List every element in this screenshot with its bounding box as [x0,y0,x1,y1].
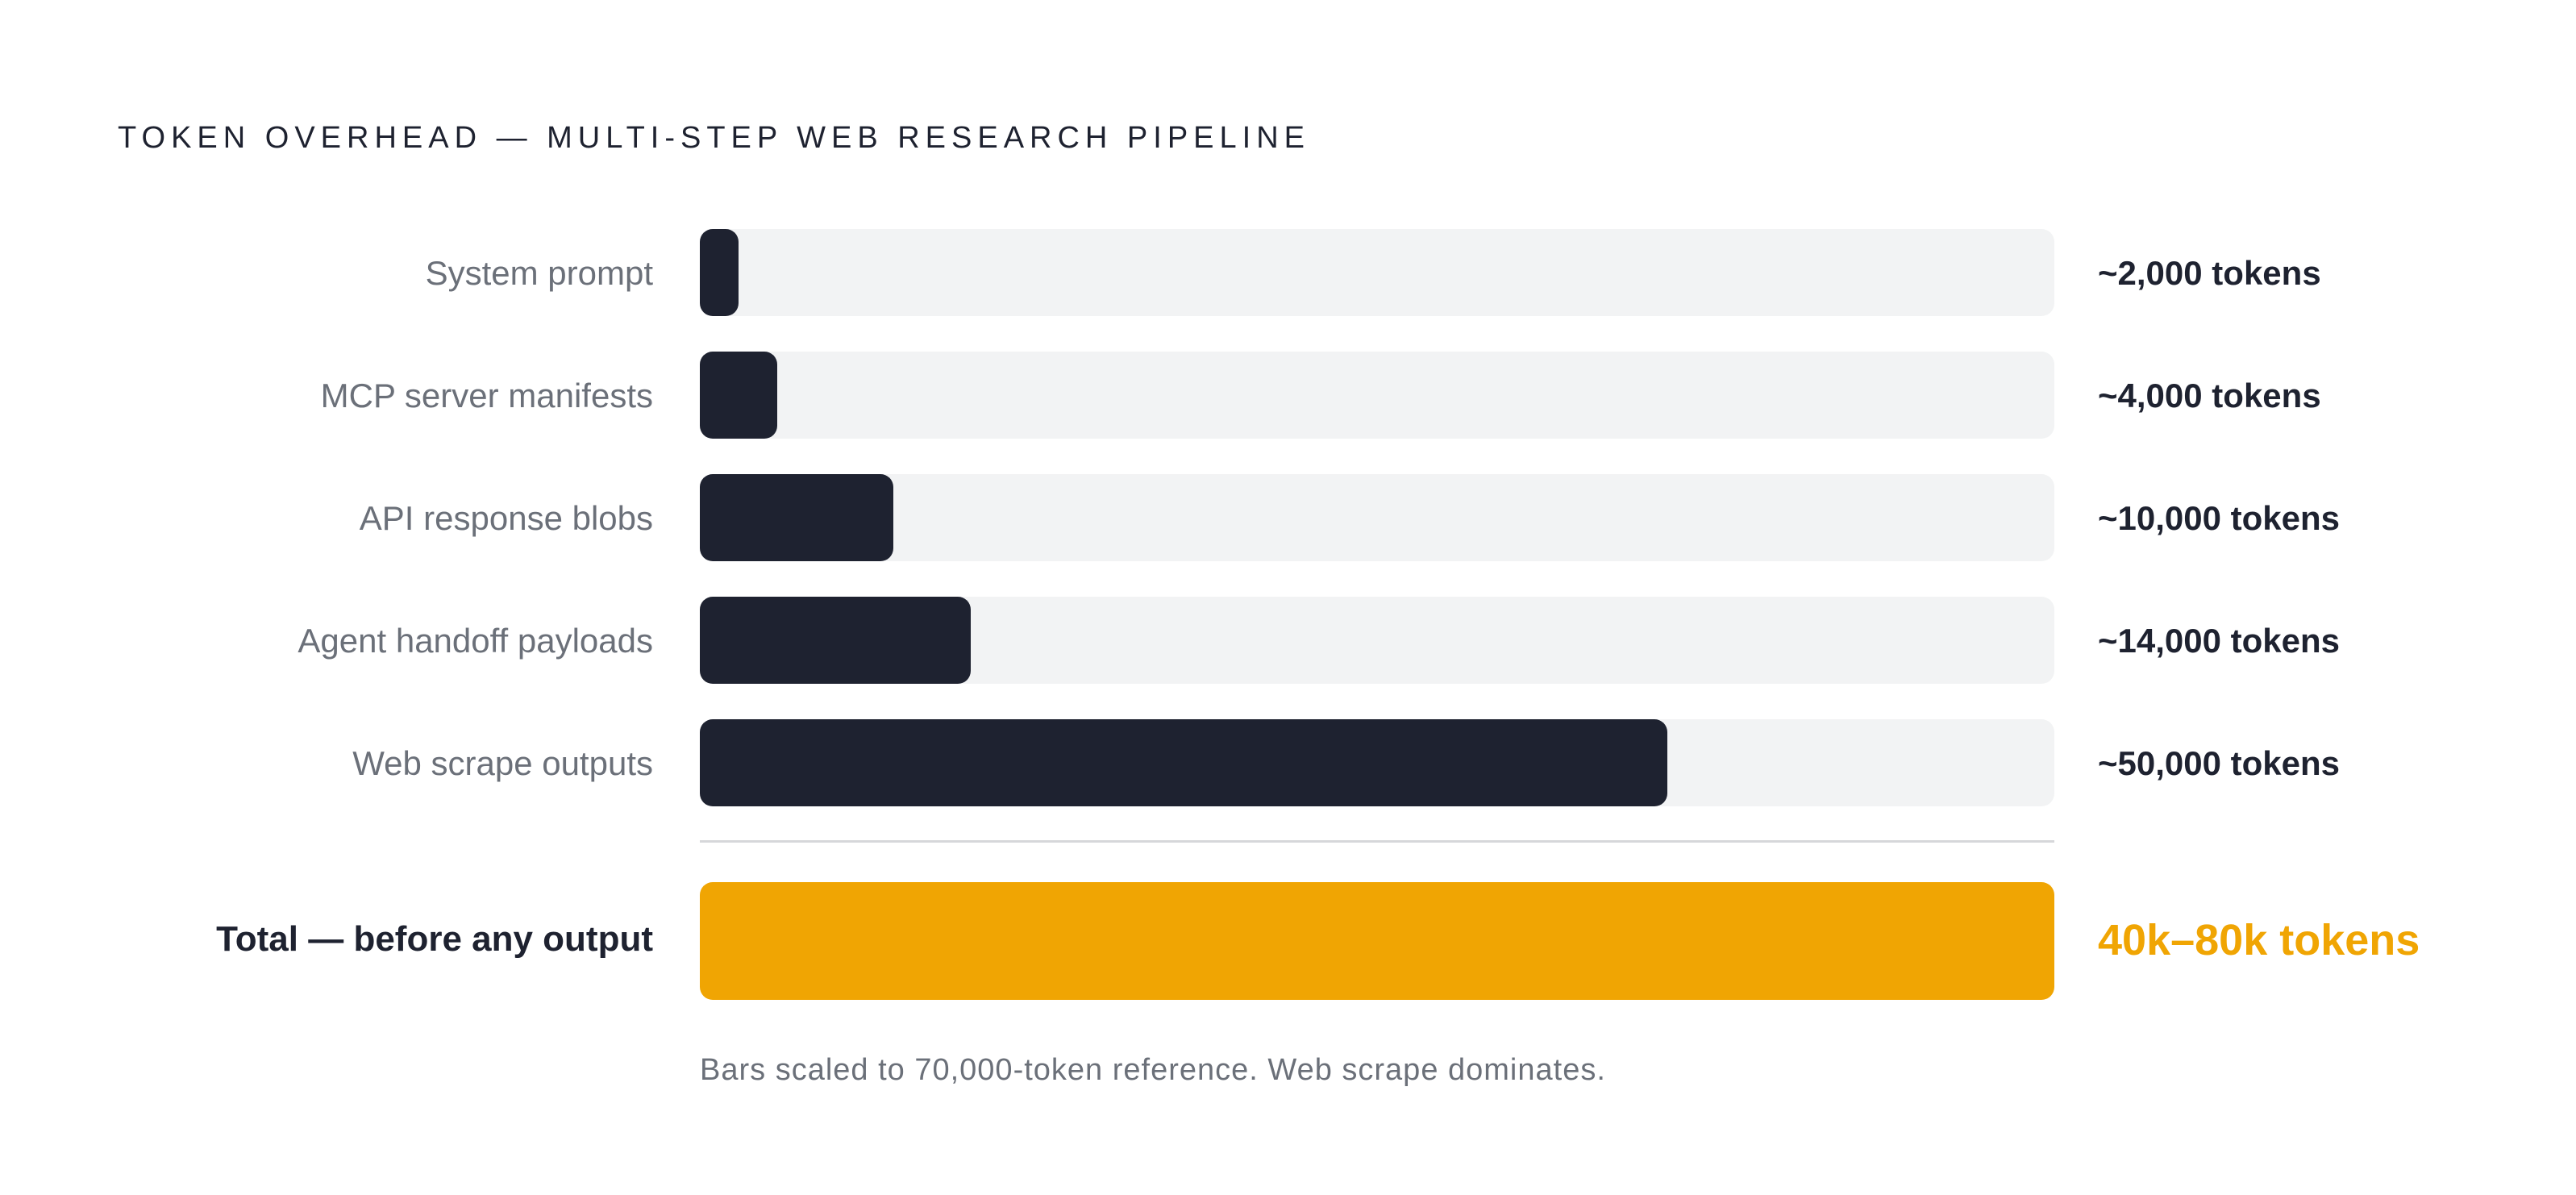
row-label-web-scrape-outputs: Web scrape outputs [352,744,653,782]
value-label-api-response-blobs: ~10,000 tokens [2098,499,2341,537]
chart-footnote: Bars scaled to 70,000-token reference. W… [700,1053,1606,1087]
bar-api-response-blobs [700,474,893,561]
bar-track-web-scrape-outputs [700,719,2054,806]
bar-system-prompt [700,229,739,316]
row-label-agent-handoff-payloads: Agent handoff payloads [298,622,653,660]
total-bar [700,882,2054,1000]
bar-web-scrape-outputs [700,719,1667,806]
bar-track-agent-handoff-payloads [700,597,2054,684]
bar-mcp-server-manifests [700,352,777,439]
value-label-mcp-server-manifests: ~4,000 tokens [2098,377,2321,414]
value-label-system-prompt: ~2,000 tokens [2098,254,2321,292]
row-label-mcp-server-manifests: MCP server manifests [320,377,653,414]
row-label-api-response-blobs: API response blobs [359,499,653,537]
row-label-system-prompt: System prompt [425,254,653,292]
bar-agent-handoff-payloads [700,597,971,684]
chart-title: TOKEN OVERHEAD — MULTI-STEP WEB RESEARCH… [118,121,1311,155]
total-label: Total — before any output [216,919,653,959]
value-label-web-scrape-outputs: ~50,000 tokens [2098,744,2341,782]
total-divider [700,840,2054,843]
bar-track-system-prompt [700,229,2054,316]
bar-track-mcp-server-manifests [700,352,2054,439]
total-value-label: 40k–80k tokens [2098,916,2420,964]
bar-track-api-response-blobs [700,474,2054,561]
value-label-agent-handoff-payloads: ~14,000 tokens [2098,622,2341,660]
